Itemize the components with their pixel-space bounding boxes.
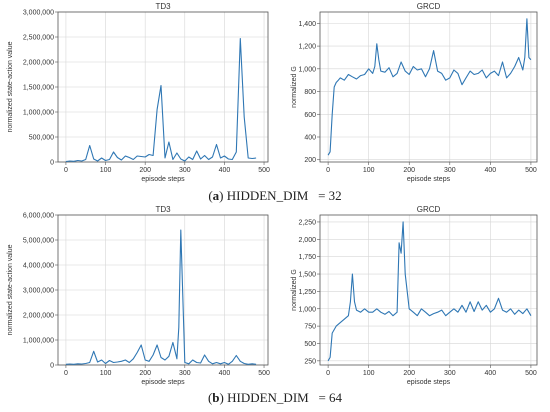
y-tick-label: 1,200 <box>298 44 316 51</box>
x-tick-label: 200 <box>139 167 151 174</box>
y-tick-label: 2,000 <box>298 237 316 244</box>
chart-b-td3: TD3 0 1,000,000 2,000,000 3,000,000 4,000,000… <box>7 205 270 386</box>
x-tick-label: 100 <box>100 370 112 377</box>
y-tick-label: 250 <box>304 358 316 365</box>
x-tick-label: 200 <box>403 167 415 174</box>
y-tick-label: 0 <box>50 160 54 167</box>
x-tick-label: 400 <box>219 370 231 377</box>
caption-a-letter: a <box>212 188 220 203</box>
x-tick-label: 200 <box>403 370 415 377</box>
y-tick-label: 750 <box>304 324 316 331</box>
chart-title: TD3 <box>155 2 171 11</box>
chart-title: GRCD <box>417 205 441 214</box>
plot-frame <box>319 11 538 163</box>
y-tick-label: 1,400 <box>298 21 316 28</box>
chart-a-td3: TD3 0 500,000 1,000,000 1,500,000 2,000,000 2,… <box>7 2 270 183</box>
x-tick-label: 0 <box>326 370 330 377</box>
y-tick-label: 500 <box>304 341 316 348</box>
y-axis-label: normalized state-action value <box>7 244 14 335</box>
x-tick-label: 100 <box>363 370 375 377</box>
y-tick-label: 1,000,000 <box>23 338 54 345</box>
y-tick-label: 5,000,000 <box>23 238 54 245</box>
y-axis-label: normalized state-action value <box>7 41 14 132</box>
y-tick-label: 1,250 <box>298 289 316 296</box>
x-tick-label: 300 <box>444 370 456 377</box>
y-tick-label: 0 <box>50 363 54 370</box>
y-axis-label: normalized G <box>291 269 298 311</box>
y-tick-label: 200 <box>304 157 316 164</box>
y-tick-label: 2,500,000 <box>23 35 54 42</box>
y-tick-label: 3,000,000 <box>23 10 54 17</box>
x-tick-label: 0 <box>64 370 68 377</box>
y-tick-label: 1,000 <box>298 306 316 313</box>
y-tick-label: 2,000,000 <box>23 313 54 320</box>
caption-a-text: HIDDEN_DIM = 32 <box>223 188 342 203</box>
x-tick-label: 300 <box>179 167 191 174</box>
y-tick-label: 4,000,000 <box>23 263 54 270</box>
y-tick-label: 600 <box>304 112 316 119</box>
x-tick-label: 500 <box>258 370 270 377</box>
y-tick-label: 800 <box>304 89 316 96</box>
series-line <box>327 221 532 362</box>
caption-b-text: HIDDEN_DIM = 64 <box>223 390 343 405</box>
x-tick-label: 0 <box>326 167 330 174</box>
x-tick-label: 300 <box>179 370 191 377</box>
y-tick-label: 400 <box>304 135 316 142</box>
series-line <box>65 37 257 163</box>
x-tick-label: 0 <box>64 167 68 174</box>
plot-frame <box>57 214 269 366</box>
x-tick-label: 300 <box>444 167 456 174</box>
x-tick-label: 100 <box>363 167 375 174</box>
x-tick-label: 100 <box>100 167 112 174</box>
y-axis-label: normalized G <box>291 66 298 108</box>
x-tick-label: 400 <box>485 370 497 377</box>
y-tick-label: 1,000 <box>298 66 316 73</box>
y-tick-label: 3,000,000 <box>23 288 54 295</box>
x-tick-label: 400 <box>485 167 497 174</box>
y-tick-label: 1,750 <box>298 254 316 261</box>
chart-b-grcd: GRCD 250 500 750 1,000 1,250 1,500 1,750 2,000 2,… <box>291 205 538 386</box>
x-tick-label: 500 <box>258 167 270 174</box>
y-tick-label: 6,000,000 <box>23 213 54 220</box>
y-tick-label: 500,000 <box>29 135 54 142</box>
caption-b-letter: b <box>212 390 220 405</box>
y-tick-label: 1,500 <box>298 272 316 279</box>
x-axis-label: episode steps <box>407 176 451 183</box>
x-tick-label: 200 <box>139 370 151 377</box>
x-axis-label: episode steps <box>141 176 185 183</box>
x-axis-label: episode steps <box>141 379 185 386</box>
chart-title: TD3 <box>155 205 171 214</box>
y-tick-label: 1,500,000 <box>23 85 54 92</box>
y-tick-label: 1,000,000 <box>23 110 54 117</box>
caption-b: (b) HIDDEN_DIM = 64 <box>207 390 343 405</box>
caption-a: (a) HIDDEN_DIM = 32 <box>208 188 342 203</box>
y-tick-label: 2,000,000 <box>23 60 54 67</box>
series-line <box>327 18 532 156</box>
x-axis-label: episode steps <box>407 379 451 386</box>
series-line <box>65 229 257 365</box>
plot-frame <box>57 11 269 163</box>
x-tick-label: 400 <box>219 167 231 174</box>
y-tick-label: 2,250 <box>298 219 316 226</box>
chart-a-grcd: GRCD 200 400 600 800 1,000 1,200 1,400 0 100 200 30… <box>291 2 538 183</box>
plot-frame <box>319 214 538 366</box>
chart-title: GRCD <box>417 2 441 11</box>
x-tick-label: 500 <box>525 167 537 174</box>
x-tick-label: 500 <box>525 370 537 377</box>
